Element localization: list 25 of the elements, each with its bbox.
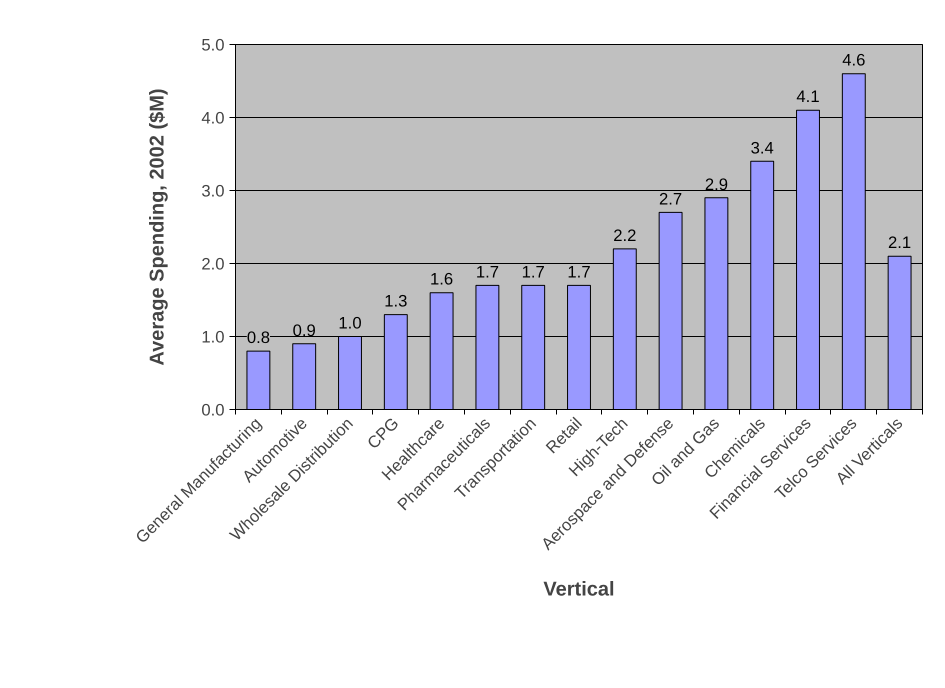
x-axis-title: Vertical: [543, 578, 615, 600]
data-label: 2.9: [704, 174, 728, 194]
data-label: 4.1: [796, 87, 820, 106]
data-label: 2.2: [613, 226, 636, 245]
data-label: 2.7: [659, 189, 682, 208]
data-label: 2.1: [888, 233, 912, 252]
bar: [292, 343, 316, 410]
y-tick-label: 0.0: [201, 400, 224, 420]
data-label: 1.7: [476, 262, 499, 282]
y-tick-label: 1.0: [201, 328, 224, 346]
y-tick-label: 3.0: [201, 182, 224, 200]
data-label: 0.8: [246, 328, 270, 348]
data-label: 4.6: [842, 50, 866, 70]
data-label: 3.4: [750, 138, 774, 158]
data-label: 0.9: [292, 320, 316, 340]
data-label: 1.6: [430, 270, 454, 289]
bar: [246, 350, 270, 410]
y-axis-title: Average Spending, 2002 ($M): [146, 88, 168, 366]
y-tick-label: 2.0: [201, 254, 224, 274]
y-tick-label: 5.0: [201, 36, 224, 54]
y-tick-label: 4.0: [201, 108, 224, 128]
data-label: 1.7: [567, 262, 591, 282]
data-label: 1.3: [384, 292, 408, 311]
data-label: 1.0: [338, 314, 362, 332]
data-label: 1.7: [522, 262, 545, 282]
